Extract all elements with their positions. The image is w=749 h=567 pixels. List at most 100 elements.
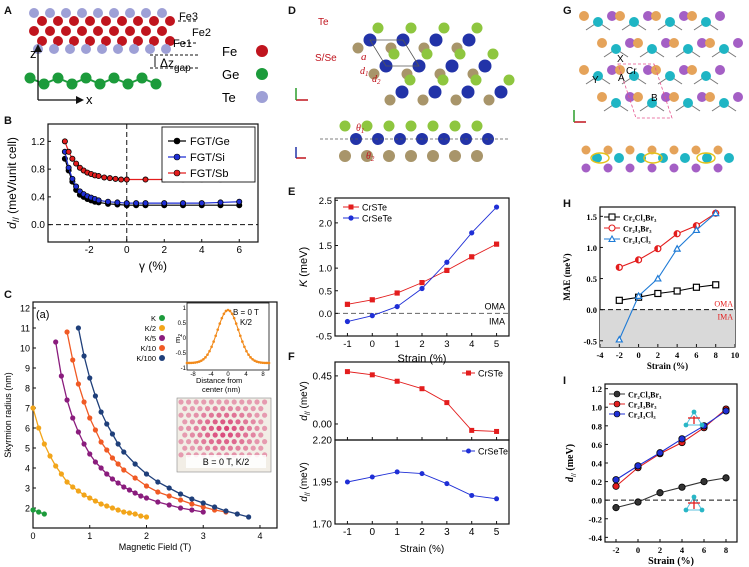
legend-fe-swatch — [256, 45, 268, 57]
legend-label: K/5 — [145, 334, 156, 343]
fe-atom — [37, 36, 47, 46]
s-atom — [449, 120, 461, 132]
skyrmion-dot — [262, 399, 268, 405]
profile-point — [234, 322, 238, 325]
data-point — [419, 285, 425, 292]
legend-marker — [159, 335, 165, 341]
skyrmion-dot — [189, 406, 195, 412]
data-point — [98, 501, 104, 507]
legend-label: K/100 — [136, 354, 156, 363]
data-point — [30, 405, 36, 411]
data-point — [64, 329, 70, 335]
cr-atom — [614, 153, 624, 163]
skyrmion-dot — [212, 445, 218, 451]
skyrmion-dot — [193, 399, 199, 405]
skyrmion-dot — [212, 419, 218, 425]
y-tick-label: 5 — [25, 444, 30, 454]
skyrmion-dot — [262, 425, 268, 431]
skyrmion-dot — [212, 406, 218, 412]
x-atom — [705, 38, 715, 48]
te-atom — [368, 68, 380, 80]
y-tick-label: -0.5 — [584, 336, 597, 346]
x-atom — [713, 145, 723, 155]
x-axis-label: Strain (%) — [398, 353, 447, 365]
x-tick-label: 4 — [257, 531, 262, 541]
data-point — [81, 399, 87, 405]
te-atom — [61, 8, 71, 18]
cr-atom — [683, 98, 693, 108]
data-point — [722, 474, 730, 482]
data-point — [469, 492, 475, 498]
data-point — [104, 471, 110, 477]
x-atom — [633, 92, 643, 102]
fe-atom — [165, 16, 175, 26]
te-atom — [417, 94, 429, 106]
panel-e-chart: -1 0 1 2 3 4 5 2.5 2.0 1.5 1.0 0.5 0.0 -0.5 Strain (%)… — [298, 196, 510, 365]
data-point — [95, 173, 102, 180]
data-point — [161, 200, 168, 207]
s-atom — [471, 120, 483, 132]
te-atom — [109, 8, 119, 18]
fe3-label: Fe3 — [179, 11, 198, 23]
data-point — [177, 505, 184, 511]
data-point — [469, 427, 475, 433]
data-point — [69, 175, 76, 182]
inset-ytick: 0 — [183, 336, 187, 342]
panel-c-inset-map: B = 0 T, K/2 — [176, 397, 272, 473]
data-point — [65, 148, 72, 155]
legend-marker — [608, 224, 616, 232]
cr-atom — [680, 153, 690, 163]
x-tick-label: 5 — [494, 527, 500, 538]
x-tick-label: -1 — [343, 339, 351, 350]
y-tick-label: 0.45 — [313, 371, 333, 382]
data-point — [198, 200, 205, 207]
x-tick-label: 2 — [658, 545, 662, 555]
data-point — [53, 339, 59, 345]
data-point — [87, 451, 93, 457]
x-tick-label: 5 — [494, 339, 499, 350]
data-point — [469, 254, 475, 260]
y-tick-label: 11 — [21, 324, 30, 334]
te-atom — [361, 150, 373, 162]
y-axis-label-main: d — [299, 496, 310, 502]
x-tick-label: 1 — [87, 531, 92, 541]
ge-bond — [141, 77, 157, 85]
y-tick-label: 6 — [25, 424, 30, 434]
profile-point — [224, 309, 228, 313]
profile-point — [232, 316, 236, 320]
data-point — [223, 508, 229, 514]
skyrmion-dot — [239, 412, 245, 418]
y-axis-label-main: K — [298, 279, 310, 287]
skyrmion-dot — [258, 406, 264, 412]
data-point — [36, 425, 42, 431]
skyrmion-dot — [254, 425, 260, 431]
skyrmion-dot — [254, 412, 260, 418]
skyrmion-dot — [212, 432, 218, 438]
cr-atom — [438, 133, 450, 145]
y-tick-label: 0.4 — [591, 459, 602, 469]
data-point — [143, 514, 150, 520]
data-point — [132, 475, 138, 481]
skyrmion-dot — [193, 425, 199, 431]
te-atom — [29, 8, 39, 18]
y-axis-label: d// (meV/unit cell) — [5, 137, 21, 229]
legend-marker — [173, 153, 181, 161]
fe-atom — [61, 26, 71, 36]
y-tick-label: 0.8 — [591, 421, 602, 431]
data-point — [142, 176, 149, 183]
y-tick-label: 0.5 — [586, 274, 597, 284]
x-tick-label: -2 — [612, 545, 619, 555]
inset-xtick: -8 — [190, 372, 196, 378]
skyrmion-dot — [220, 432, 226, 438]
data-point — [179, 200, 186, 207]
x-atom — [669, 38, 679, 48]
panel-letter-d: D — [288, 5, 296, 17]
d-te-label: Te — [318, 17, 329, 28]
y-tick-label: 0.5 — [319, 286, 332, 297]
y-atom — [679, 65, 689, 75]
y-atom — [733, 92, 743, 102]
fe2-label: Fe2 — [192, 27, 211, 39]
series-line-0 — [347, 371, 497, 432]
cr-atom — [592, 153, 602, 163]
data-point — [615, 296, 623, 304]
